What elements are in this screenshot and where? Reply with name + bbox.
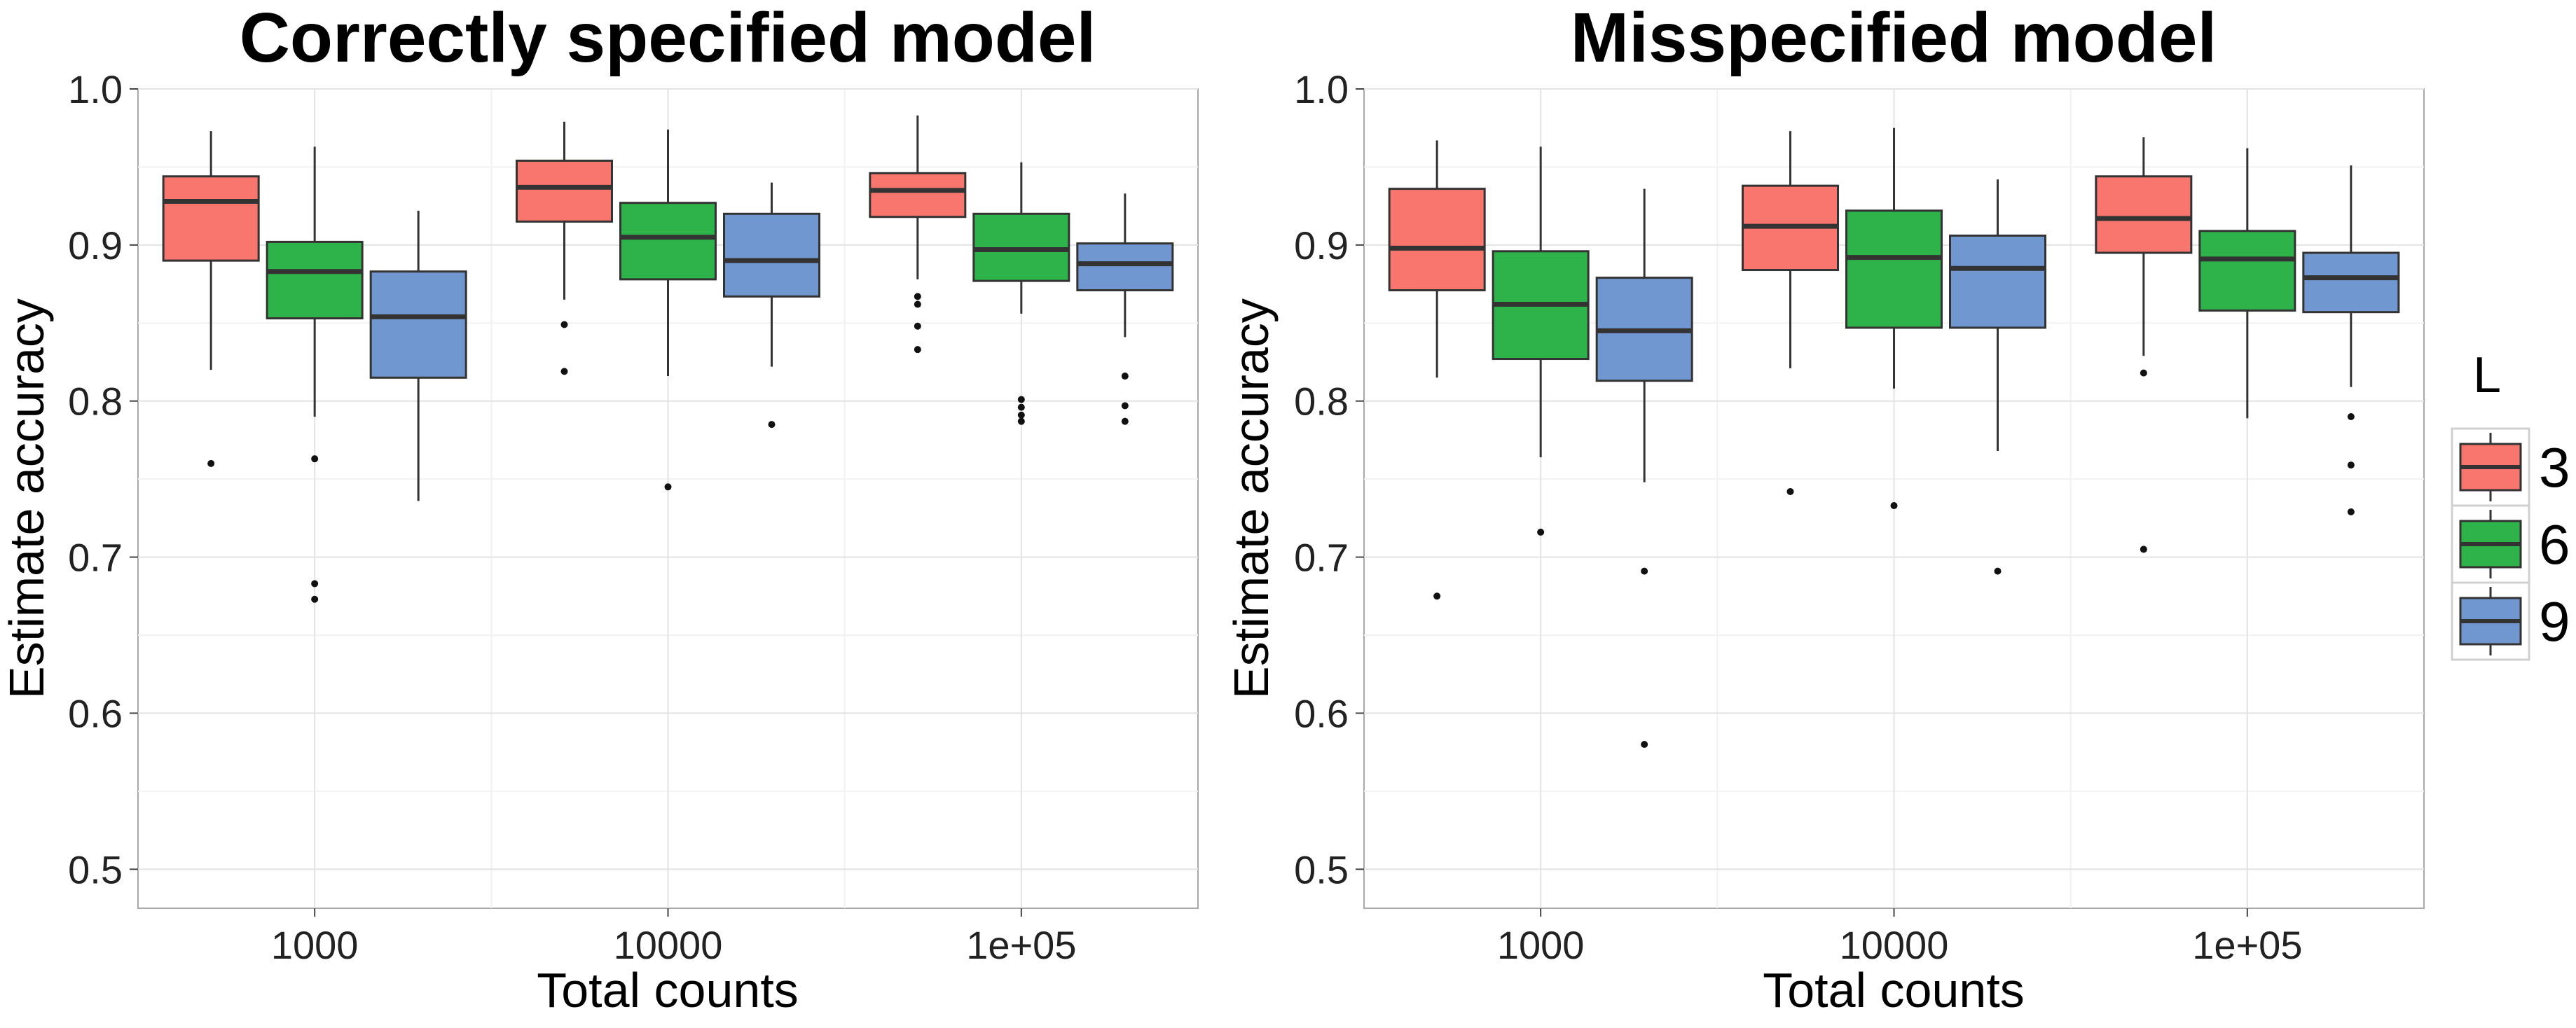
outlier-point	[1537, 528, 1545, 536]
x-axis-title: Total counts	[537, 963, 799, 1017]
outlier-point	[207, 459, 215, 467]
outlier-point	[560, 368, 568, 375]
outlier-point	[311, 580, 319, 588]
legend-label: 3	[2539, 436, 2570, 499]
panel-misspecified: 0.5 0.6 0.7 0.8 0.9 1.0 1000 10000 1e+05 Misspec…	[1224, 0, 2425, 1017]
outlier-point	[1017, 396, 1025, 403]
x-tick-label: 10000	[1840, 923, 1949, 967]
outlier-point	[1121, 402, 1129, 410]
box-L9-1	[723, 212, 820, 298]
box-L6-2	[2198, 230, 2296, 312]
box-L6-1	[1845, 209, 1943, 329]
y-tick-label: 0.7	[68, 536, 123, 580]
x-tick-label: 10000	[614, 923, 723, 967]
outlier-point	[1786, 487, 1794, 495]
box-L6-0	[266, 240, 364, 320]
y-tick-label: 0.8	[68, 380, 123, 424]
box-L9-0	[369, 270, 467, 379]
outlier-point	[2140, 546, 2147, 553]
outlier-point	[768, 421, 776, 429]
y-tick-label: 0.6	[68, 691, 123, 735]
box-L6-1	[619, 202, 717, 281]
x-tick-label: 1e+05	[2192, 923, 2302, 967]
outlier-point	[2347, 508, 2355, 515]
outlier-point	[1017, 403, 1025, 411]
outlier-point	[1890, 502, 1898, 510]
legend-title: L	[2473, 347, 2501, 403]
y-tick-label: 0.9	[68, 223, 123, 268]
y-tick-label: 0.6	[1294, 691, 1349, 735]
y-axis-title: Estimate accuracy	[0, 298, 54, 699]
x-axis-title: Total counts	[1763, 963, 2025, 1017]
outlier-point	[1641, 741, 1648, 748]
outlier-point	[914, 346, 921, 354]
outlier-point	[1017, 417, 1025, 425]
legend-label: 9	[2539, 590, 2570, 653]
outlier-point	[311, 595, 319, 603]
box-L3-2	[869, 172, 967, 218]
outlier-point	[2347, 413, 2355, 420]
outlier-point	[2347, 461, 2355, 469]
box-L3-0	[1388, 188, 1486, 291]
outlier-point	[560, 321, 568, 328]
box-L3-1	[516, 160, 613, 223]
box-L9-2	[2302, 251, 2400, 314]
box-L9-1	[1949, 234, 2046, 329]
y-axis-title: Estimate accuracy	[1224, 298, 1279, 699]
outlier-point	[914, 293, 921, 300]
outlier-point	[1121, 417, 1129, 425]
box-L3-0	[162, 175, 260, 262]
panel-correctly-specified: 0.5 0.6 0.7 0.8 0.9 1.0 1000 10000 1e+05 Correct…	[0, 0, 1199, 1017]
y-tick-label: 1.0	[1294, 67, 1349, 111]
outlier-point	[914, 300, 921, 308]
outlier-point	[1121, 373, 1129, 380]
box-L3-2	[2095, 175, 2193, 254]
chart-title: Correctly specified model	[240, 0, 1096, 77]
y-tick-label: 0.7	[1294, 536, 1349, 580]
outlier-point	[2140, 369, 2147, 377]
x-tick-label: 1000	[271, 923, 359, 967]
box-L9-2	[1076, 242, 1174, 291]
outlier-point	[1017, 411, 1025, 419]
chart-title: Misspecified model	[1571, 0, 2217, 77]
y-tick-label: 0.5	[1294, 847, 1349, 891]
y-tick-label: 1.0	[68, 67, 123, 111]
legend: L 3 6 9	[2451, 347, 2570, 661]
x-tick-label: 1000	[1497, 923, 1585, 967]
outlier-point	[1641, 567, 1648, 575]
y-tick-label: 0.8	[1294, 380, 1349, 424]
legend-label: 6	[2539, 513, 2570, 576]
outlier-point	[1994, 567, 2002, 575]
y-tick-label: 0.9	[1294, 223, 1349, 268]
y-tick-label: 0.5	[68, 847, 123, 891]
x-tick-label: 1e+05	[966, 923, 1076, 967]
outlier-point	[1433, 592, 1441, 600]
outlier-point	[664, 483, 672, 491]
outlier-point	[311, 455, 319, 463]
outlier-point	[914, 322, 921, 330]
